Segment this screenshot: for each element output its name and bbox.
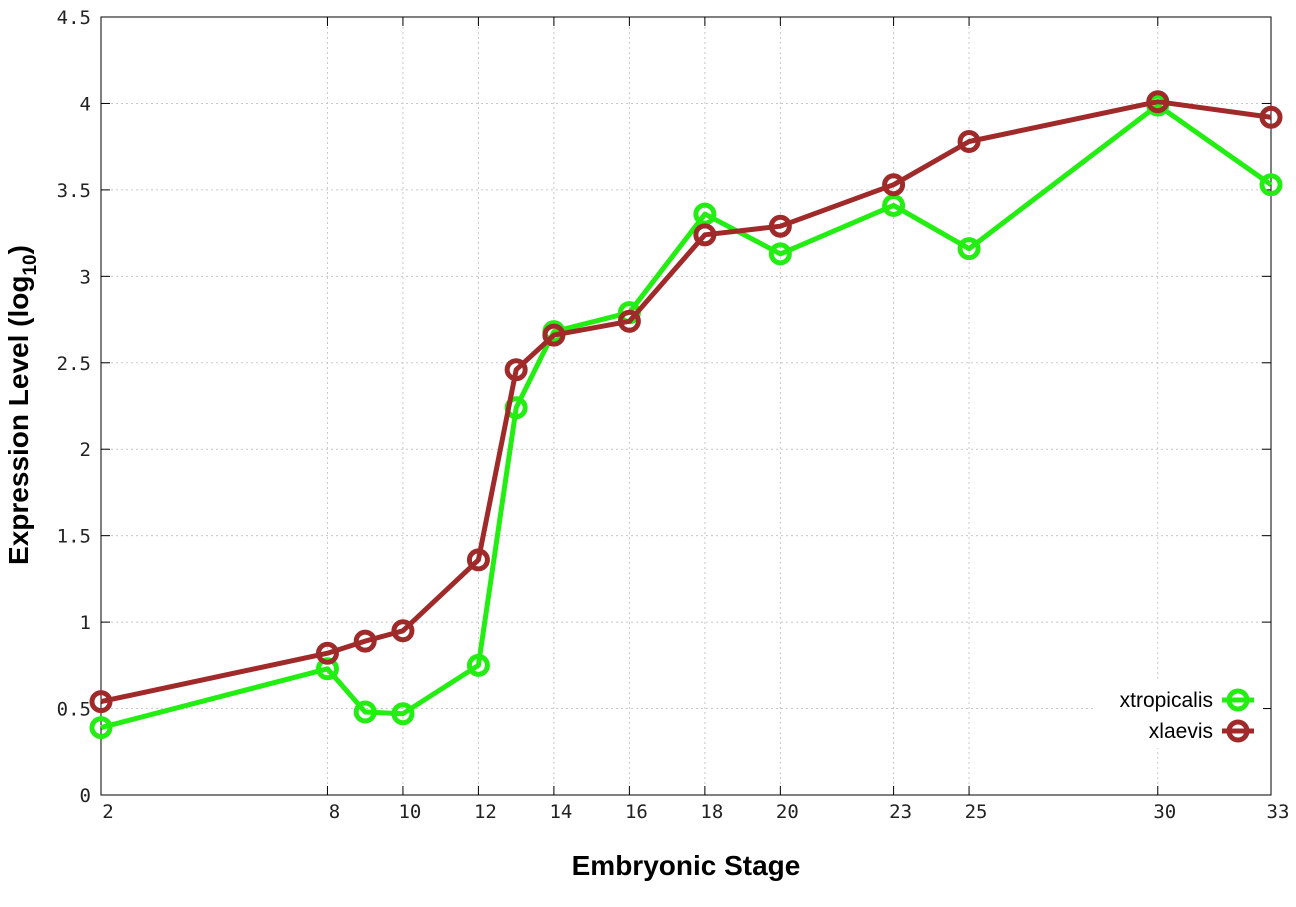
data-point-xtropicalis (693, 202, 717, 226)
y-tick-label: 1 (80, 612, 91, 634)
data-point-xlaevis (466, 548, 490, 572)
x-tick-label: 20 (776, 801, 799, 823)
x-tick-label: 18 (700, 801, 723, 823)
series-line-xlaevis (100, 99, 1272, 705)
y-tick-label: 1.5 (57, 526, 91, 548)
data-point-xlaevis (315, 641, 339, 665)
x-tick-label: 14 (549, 801, 572, 823)
data-point-xtropicalis (466, 653, 490, 677)
legend-label-xlaevis: xlaevis (1149, 720, 1213, 743)
y-tick-label: 2.5 (57, 353, 91, 375)
data-point-xlaevis (882, 173, 906, 197)
data-point-xlaevis (89, 690, 113, 714)
x-tick-label: 30 (1153, 801, 1176, 823)
y-tick-label: 0.5 (57, 699, 91, 721)
legend: xtropicalis xlaevis (1095, 680, 1263, 748)
data-point-xtropicalis (391, 702, 415, 726)
y-tick-label: 2 (80, 439, 91, 461)
y-tick-label: 0 (80, 785, 91, 807)
series-line-xtropicalis (100, 102, 1273, 731)
data-point-xtropicalis (882, 193, 906, 217)
x-tick-label: 23 (889, 801, 912, 823)
data-point-xlaevis (1259, 105, 1283, 129)
data-point-xlaevis (768, 214, 792, 238)
series-layer (89, 90, 1283, 740)
y-tick-label: 4 (80, 93, 91, 115)
data-point-xlaevis (693, 223, 717, 247)
grid-lines (101, 17, 1271, 795)
x-axis-title: Embryonic Stage (572, 850, 801, 881)
data-point-xlaevis (617, 309, 641, 333)
data-point-xtropicalis (1259, 173, 1283, 197)
data-point-xtropicalis (957, 237, 981, 261)
data-point-xlaevis (542, 323, 566, 347)
data-point-xlaevis (353, 629, 377, 653)
x-tick-label: 16 (625, 801, 648, 823)
data-point-xlaevis (504, 358, 528, 382)
data-point-xlaevis (1146, 90, 1170, 114)
series-xtropicalis (89, 93, 1283, 740)
data-point-xtropicalis (768, 242, 792, 266)
series-xlaevis (89, 90, 1283, 714)
x-tick-label: 2 (102, 801, 113, 823)
x-tick-label: 8 (329, 801, 340, 823)
x-tick-label: 10 (398, 801, 421, 823)
y-tick-label: 3.5 (57, 180, 91, 202)
legend-marker-xtropicalis (1226, 688, 1250, 712)
y-axis-title-subscript: 10 (20, 254, 41, 275)
data-point-xlaevis (957, 129, 981, 153)
data-point-xtropicalis (353, 700, 377, 724)
y-tick-label: 3 (80, 266, 91, 288)
y-axis-title: Expression Level (log10) (3, 245, 41, 565)
y-tick-label: 4.5 (57, 7, 91, 29)
legend-label-xtropicalis: xtropicalis (1120, 689, 1213, 712)
data-point-xlaevis (391, 619, 415, 643)
x-tick-label: 25 (965, 801, 988, 823)
y-axis-title-close: ) (3, 245, 34, 254)
data-point-xtropicalis (89, 716, 113, 740)
x-tick-label: 33 (1267, 801, 1290, 823)
axis-ticks: 0 0.5 1 1.5 2 2.5 3 3.5 4 4.5 2 8 10 12 14 16 18 20 23 25 30… (57, 7, 1290, 823)
y-axis-title-main: Expression Level (log (3, 276, 34, 565)
legend-marker-xlaevis (1226, 719, 1250, 743)
plot-frame (100, 16, 1272, 796)
x-tick-label: 12 (474, 801, 497, 823)
